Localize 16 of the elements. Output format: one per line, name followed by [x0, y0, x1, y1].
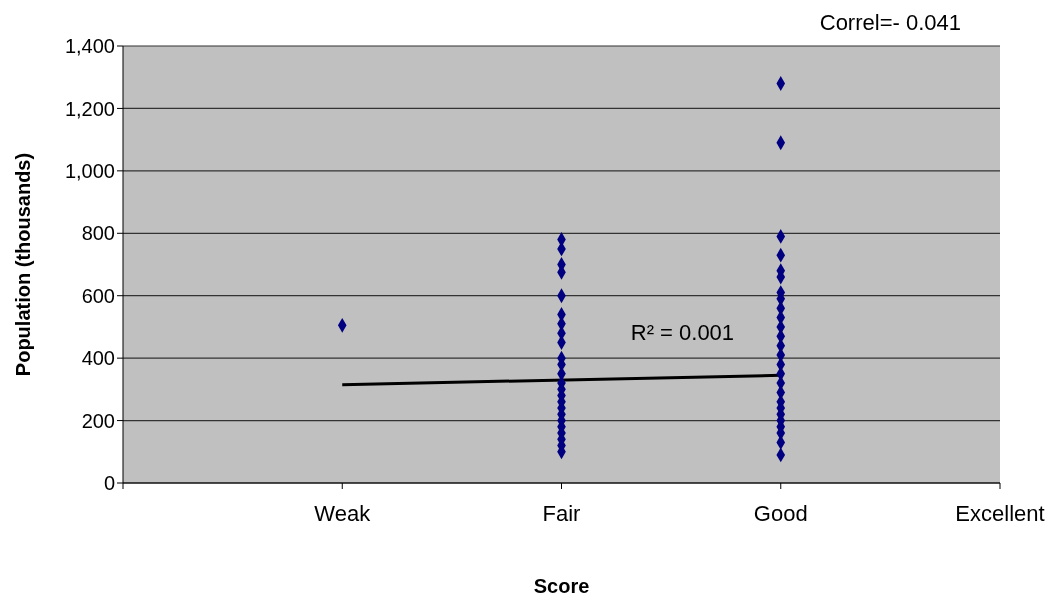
y-tick-label: 600 — [81, 284, 115, 307]
x-tick-label: Weak — [314, 500, 372, 526]
y-tick-label: 0 — [103, 472, 115, 495]
y-tick-label: 1,200 — [64, 97, 115, 120]
y-tick-label: 800 — [81, 222, 115, 245]
text: Correl=- 0.041 — [819, 10, 961, 36]
x-tick-label: Good — [753, 500, 808, 526]
x-tick-label: Excellent — [955, 500, 1045, 526]
x-axis-title: Score — [533, 575, 590, 596]
y-axis-title: Population (thousands) — [12, 152, 35, 377]
x-tick-label: Fair — [542, 500, 581, 526]
y-tick-label: 400 — [81, 347, 115, 370]
y-tick-label: 200 — [81, 409, 115, 432]
y-tick-label: 1,400 — [64, 35, 115, 58]
y-tick-label: 1,000 — [64, 159, 115, 182]
annotation: R² = 0.001 — [630, 320, 735, 347]
